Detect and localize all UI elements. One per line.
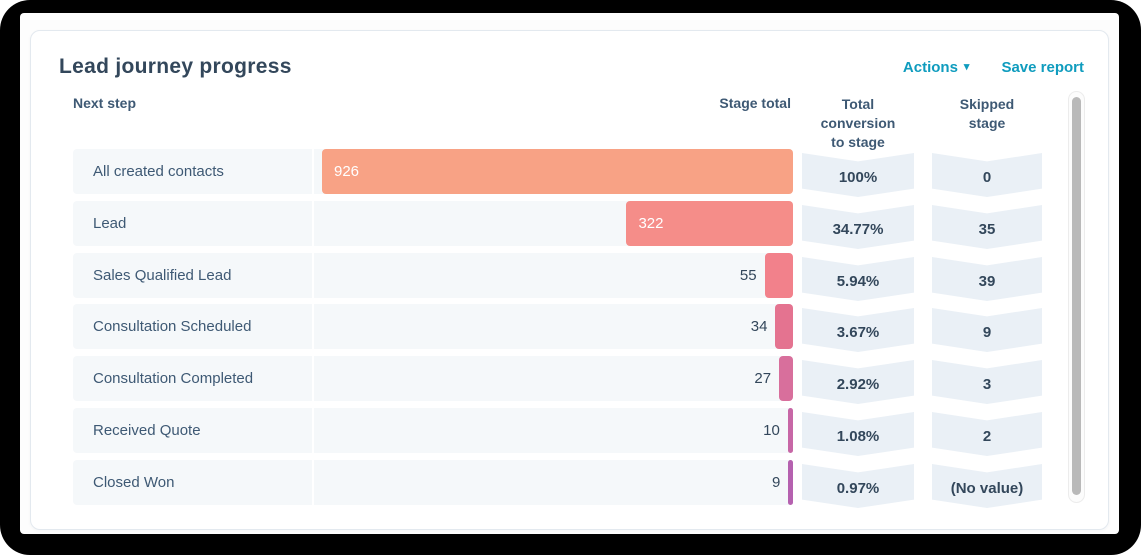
funnel-row: Sales Qualified Lead 55 5.94% 39 (31, 253, 1108, 301)
stage-label: Lead (93, 215, 127, 232)
funnel-row: Consultation Scheduled 34 3.67% 9 (31, 304, 1108, 352)
stage-total-value-inside: 926 (334, 163, 360, 180)
skipped-value: 3 (982, 376, 992, 393)
stage-bar[interactable] (779, 356, 793, 401)
stage-bar-track: 9 (314, 460, 793, 505)
stage-total-value: 10 (763, 422, 780, 439)
stage-label: Closed Won (93, 474, 175, 491)
stage-label: Received Quote (93, 422, 201, 439)
page-title: Lead journey progress (59, 55, 292, 78)
report-toolbar: Actions ▾ Save report (903, 59, 1084, 76)
conversion-chevron: 3.67% (802, 308, 914, 352)
stage-label: Sales Qualified Lead (93, 267, 232, 284)
skipped-chevron: 39 (932, 257, 1042, 301)
chevron-down-icon: ▾ (963, 61, 970, 73)
funnel-row: Received Quote 10 1.08% 2 (31, 408, 1108, 456)
stage-bar[interactable] (787, 408, 793, 453)
conversion-value: 3.67% (836, 324, 880, 341)
actions-dropdown-button[interactable]: Actions ▾ (903, 59, 970, 76)
conversion-chevron: 5.94% (802, 257, 914, 301)
save-report-button[interactable]: Save report (1001, 59, 1084, 76)
stage-bar[interactable] (764, 253, 793, 298)
stage-bar-track: 55 (314, 253, 793, 298)
stage-label: Consultation Scheduled (93, 318, 252, 335)
conversion-value: 100% (838, 169, 878, 186)
funnel-row: Lead 322 34.77% 35 (31, 201, 1108, 249)
stage-label-cell: Consultation Completed (73, 356, 312, 401)
save-report-label: Save report (1001, 59, 1084, 76)
stage-label-cell: Received Quote (73, 408, 312, 453)
skipped-chevron: 9 (932, 308, 1042, 352)
skipped-value: 9 (982, 324, 992, 341)
column-header-total-conversion: Total conversion to stage (820, 96, 896, 150)
skipped-chevron: 3 (932, 360, 1042, 404)
stage-label: Consultation Completed (93, 370, 254, 387)
conversion-chevron: 100% (802, 153, 914, 197)
stage-label-cell: Lead (73, 201, 312, 246)
conversion-chevron: 1.08% (802, 412, 914, 456)
vertical-scrollbar[interactable] (1068, 91, 1085, 503)
skipped-chevron: 35 (932, 205, 1042, 249)
conversion-chevron: 34.77% (802, 205, 914, 249)
column-header-next-step: Next step (73, 95, 137, 111)
stage-bar-track: 27 (314, 356, 793, 401)
conversion-value: 1.08% (836, 428, 880, 445)
stage-total-value: 9 (772, 474, 781, 491)
stage-total-value: 27 (754, 370, 772, 387)
actions-label: Actions (902, 59, 958, 76)
stage-bar[interactable]: 926 (322, 149, 793, 194)
funnel-row: Closed Won 9 0.97% (No value) (31, 460, 1108, 508)
funnel-row: All created contacts 926 100% 0 (31, 149, 1108, 197)
stage-total-value: 34 (750, 318, 768, 335)
skipped-value: 2 (982, 428, 992, 445)
skipped-chevron: (No value) (932, 464, 1042, 508)
stage-label-cell: Sales Qualified Lead (73, 253, 312, 298)
stage-label: All created contacts (93, 163, 224, 180)
stage-bar-track: 34 (314, 304, 793, 349)
stage-bar-track: 10 (314, 408, 793, 453)
conversion-value: 2.92% (836, 376, 880, 393)
stage-total-value: 55 (739, 267, 757, 284)
conversion-value: 34.77% (832, 221, 884, 238)
conversion-value: 5.94% (836, 273, 880, 290)
report-card: Lead journey progress Actions ▾ Save rep… (30, 30, 1109, 530)
funnel-row: Consultation Completed 27 2.92% 3 (31, 356, 1108, 404)
column-header-stage-total: Stage total (719, 95, 791, 111)
conversion-chevron: 0.97% (802, 464, 914, 508)
stage-label-cell: Consultation Scheduled (73, 304, 312, 349)
stage-bar[interactable] (775, 304, 793, 349)
stage-bar-track: 926 (314, 149, 793, 194)
stage-label-cell: All created contacts (73, 149, 312, 194)
skipped-value: (No value) (950, 480, 1024, 497)
skipped-value: 0 (982, 169, 992, 186)
skipped-value: 35 (978, 221, 996, 238)
column-header-skipped-stage: Skipped stage (959, 96, 1015, 131)
stage-bar[interactable] (788, 460, 793, 505)
skipped-chevron: 0 (932, 153, 1042, 197)
scrollbar-thumb[interactable] (1072, 97, 1081, 495)
conversion-value: 0.97% (836, 480, 880, 497)
stage-bar-track: 322 (314, 201, 793, 246)
stage-bar[interactable]: 322 (626, 201, 793, 246)
stage-total-value-inside: 322 (638, 215, 664, 232)
skipped-chevron: 2 (932, 412, 1042, 456)
conversion-chevron: 2.92% (802, 360, 914, 404)
stage-label-cell: Closed Won (73, 460, 312, 505)
skipped-value: 39 (978, 273, 996, 290)
